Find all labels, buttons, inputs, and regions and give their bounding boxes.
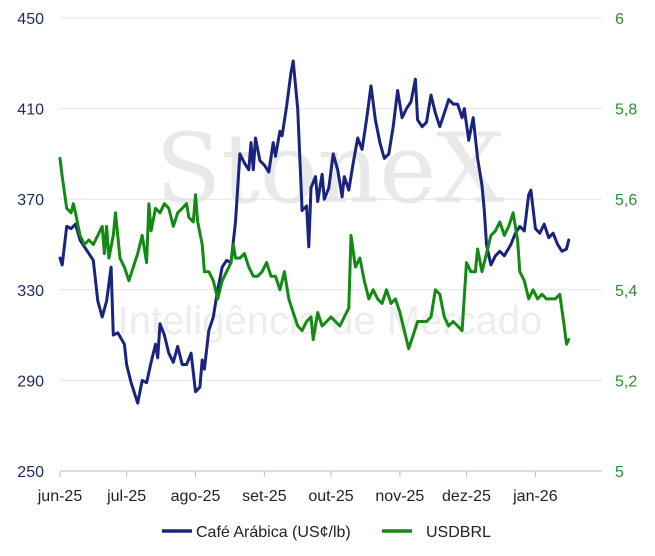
y-left-tick-label: 370 bbox=[17, 192, 44, 209]
y-right-tick-label: 5,4 bbox=[615, 283, 637, 300]
x-tick-label: jun-25 bbox=[37, 488, 83, 505]
x-axis: jun-25 jul-25 ago-25 set-25 out-25 nov-25 dez-… bbox=[37, 471, 558, 505]
x-tick-label: dez-25 bbox=[442, 488, 491, 505]
legend-label-0: Café Arábica (US¢/lb) bbox=[196, 524, 351, 541]
x-tick-label: out-25 bbox=[308, 488, 353, 505]
y-right-tick-label: 5,8 bbox=[615, 102, 637, 119]
x-tick-label: nov-25 bbox=[375, 488, 424, 505]
y-left-tick-label: 410 bbox=[17, 102, 44, 119]
x-tick-label: jan-26 bbox=[512, 488, 558, 505]
y-right-tick-label: 5,6 bbox=[615, 192, 637, 209]
x-tick-label: ago-25 bbox=[171, 488, 221, 505]
series-line-0 bbox=[58, 59, 571, 405]
legend-label-1: USDBRL bbox=[426, 524, 491, 541]
series-line-1 bbox=[58, 156, 571, 351]
y-axis-right: 5 5,2 5,4 5,6 5,8 6 bbox=[615, 11, 637, 481]
y-left-tick-label: 330 bbox=[17, 283, 44, 300]
y-right-tick-label: 5,2 bbox=[615, 373, 637, 390]
y-axis-left: 250 290 330 370 410 450 bbox=[17, 11, 44, 481]
y-right-tick-label: 5 bbox=[615, 464, 624, 481]
series-group bbox=[58, 59, 571, 405]
y-left-tick-label: 450 bbox=[17, 11, 44, 28]
gridlines bbox=[60, 17, 602, 472]
watermark-tagline: Inteligência de Mercado bbox=[118, 299, 543, 343]
x-tick-label: jul-25 bbox=[106, 488, 146, 505]
watermark: StoneX Inteligência de Mercado bbox=[118, 113, 543, 343]
y-right-tick-label: 6 bbox=[615, 11, 624, 28]
legend: Café Arábica (US¢/lb) USDBRL bbox=[162, 524, 491, 541]
x-tick-label: set-25 bbox=[242, 488, 287, 505]
y-left-tick-label: 250 bbox=[17, 464, 44, 481]
y-left-tick-label: 290 bbox=[17, 373, 44, 390]
